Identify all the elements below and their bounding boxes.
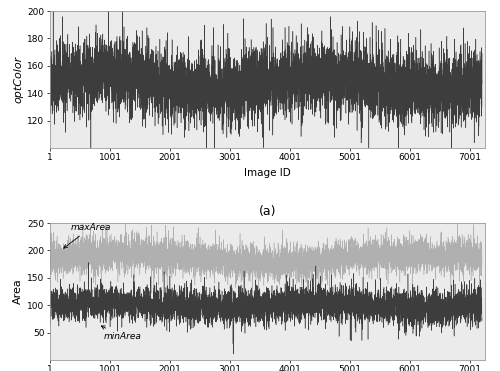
Y-axis label: optColor: optColor <box>13 56 23 103</box>
Text: minArea: minArea <box>102 326 142 341</box>
Y-axis label: Area: Area <box>13 279 23 304</box>
X-axis label: Image ID: Image ID <box>244 168 291 178</box>
Text: (a): (a) <box>259 205 276 218</box>
Text: maxArea: maxArea <box>64 223 112 248</box>
